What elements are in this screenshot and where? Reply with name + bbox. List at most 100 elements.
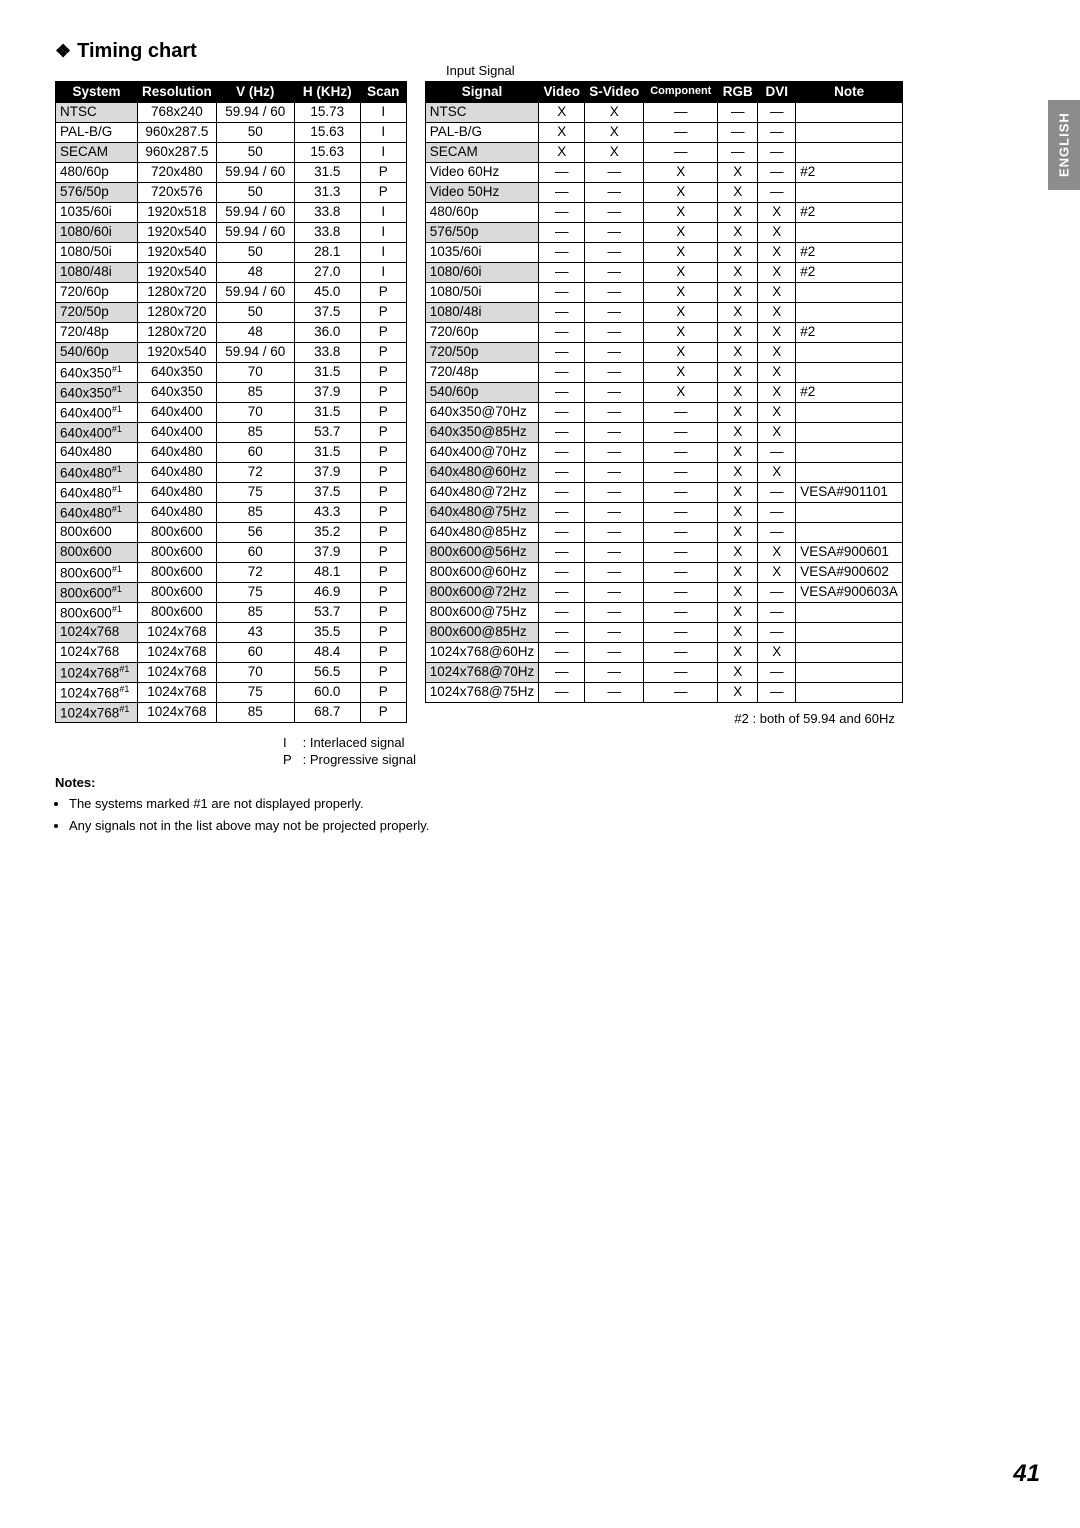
table-cell <box>796 182 903 202</box>
table-cell: 43 <box>216 622 294 642</box>
table-cell: 1920x540 <box>138 242 217 262</box>
table-row: 800x600800x6006037.9P <box>56 542 407 562</box>
table-cell: — <box>539 342 585 362</box>
table-cell: — <box>585 302 644 322</box>
notes-heading: Notes: <box>55 775 1025 790</box>
table-cell: — <box>539 322 585 342</box>
table-cell: X <box>718 562 758 582</box>
table-row: 1080/48i1920x5404827.0I <box>56 262 407 282</box>
table-cell: 480/60p <box>425 202 539 222</box>
table-row: 1024x768@70Hz———X— <box>425 662 902 682</box>
diamond-icon: ❖ <box>55 41 71 61</box>
table-cell: — <box>539 502 585 522</box>
table-row: 640x480#1640x4808543.3P <box>56 502 407 522</box>
table-cell: X <box>758 422 796 442</box>
table-cell: 70 <box>216 402 294 422</box>
table-row: 540/60p——XXX#2 <box>425 382 902 402</box>
table-cell: P <box>360 322 406 342</box>
table-cell: — <box>539 282 585 302</box>
table-cell: X <box>758 342 796 362</box>
table-row: 1080/60i1920x54059.94 / 6033.8I <box>56 222 407 242</box>
table-cell: 50 <box>216 182 294 202</box>
table-cell: 640x480 <box>56 442 138 462</box>
table-row: 540/60p1920x54059.94 / 6033.8P <box>56 342 407 362</box>
table-cell: 1280x720 <box>138 282 217 302</box>
table-cell: 1024x768 <box>56 642 138 662</box>
table-cell: #2 <box>796 262 903 282</box>
timing-table: SystemResolutionV (Hz)H (KHz)ScanNTSC768… <box>55 81 407 723</box>
table-cell: 1080/48i <box>56 262 138 282</box>
table-cell: X <box>718 642 758 662</box>
table-cell: X <box>585 142 644 162</box>
table-cell: X <box>644 282 718 302</box>
table-cell: 800x600@60Hz <box>425 562 539 582</box>
table-cell: 53.7 <box>294 422 360 442</box>
table-cell: 576/50p <box>56 182 138 202</box>
table-cell: 640x480#1 <box>56 482 138 502</box>
table-cell: 1920x518 <box>138 202 217 222</box>
column-header: Note <box>796 82 903 103</box>
table-cell: 48 <box>216 262 294 282</box>
table-cell: 31.5 <box>294 402 360 422</box>
table-cell: — <box>585 182 644 202</box>
table-cell: — <box>644 662 718 682</box>
table-cell: 800x600 <box>56 522 138 542</box>
table-row: 1024x768#11024x7688568.7P <box>56 702 407 722</box>
table-cell: 800x600#1 <box>56 602 138 622</box>
column-header: V (Hz) <box>216 82 294 103</box>
table-cell: X <box>758 562 796 582</box>
table-cell: — <box>585 422 644 442</box>
table-cell: — <box>539 442 585 462</box>
table-cell: 640x480#1 <box>56 462 138 482</box>
table-cell: — <box>585 602 644 622</box>
table-row: 1024x768@75Hz———X— <box>425 682 902 702</box>
table-cell <box>796 222 903 242</box>
table-cell: I <box>360 222 406 242</box>
table-cell: X <box>718 462 758 482</box>
table-cell: 720x480 <box>138 162 217 182</box>
table-row: 1035/60i1920x51859.94 / 6033.8I <box>56 202 407 222</box>
table-cell: — <box>758 162 796 182</box>
table-cell: 640x400@70Hz <box>425 442 539 462</box>
table-cell: — <box>644 502 718 522</box>
table-cell: 960x287.5 <box>138 122 217 142</box>
table-cell: 1080/60i <box>425 262 539 282</box>
table-cell: VESA#900601 <box>796 542 903 562</box>
table-cell: X <box>758 642 796 662</box>
table-row: 1080/50i——XXX <box>425 282 902 302</box>
table-cell: 35.5 <box>294 622 360 642</box>
table-cell: — <box>758 482 796 502</box>
table-cell: — <box>585 682 644 702</box>
table-cell: 720/50p <box>56 302 138 322</box>
table-cell: 720/50p <box>425 342 539 362</box>
page-number: 41 <box>1013 1460 1040 1488</box>
table-cell: 85 <box>216 602 294 622</box>
table-cell: 576/50p <box>425 222 539 242</box>
scan-legend: I : Interlaced signal P : Progressive si… <box>283 734 1025 769</box>
table-cell: — <box>758 582 796 602</box>
table-cell: — <box>644 422 718 442</box>
table-row: 640x480@85Hz———X— <box>425 522 902 542</box>
table-cell: 800x600@72Hz <box>425 582 539 602</box>
table-cell: 1080/60i <box>56 222 138 242</box>
table-cell: Video 50Hz <box>425 182 539 202</box>
table-cell: 720/48p <box>56 322 138 342</box>
table-cell: — <box>539 602 585 622</box>
table-cell <box>796 522 903 542</box>
table-cell: — <box>539 482 585 502</box>
table-row: 640x480640x4806031.5P <box>56 442 407 462</box>
table-cell: — <box>644 582 718 602</box>
table-cell: — <box>758 182 796 202</box>
column-header: Component <box>644 82 718 103</box>
table-cell: X <box>718 402 758 422</box>
table-cell: — <box>539 662 585 682</box>
table-cell: — <box>539 682 585 702</box>
table-cell: 59.94 / 60 <box>216 342 294 362</box>
table-cell: 768x240 <box>138 102 217 122</box>
table-cell <box>796 422 903 442</box>
table-cell: 31.5 <box>294 442 360 462</box>
table-cell: — <box>644 642 718 662</box>
table-cell: P <box>360 582 406 602</box>
table-cell: 59.94 / 60 <box>216 102 294 122</box>
table-cell: P <box>360 162 406 182</box>
